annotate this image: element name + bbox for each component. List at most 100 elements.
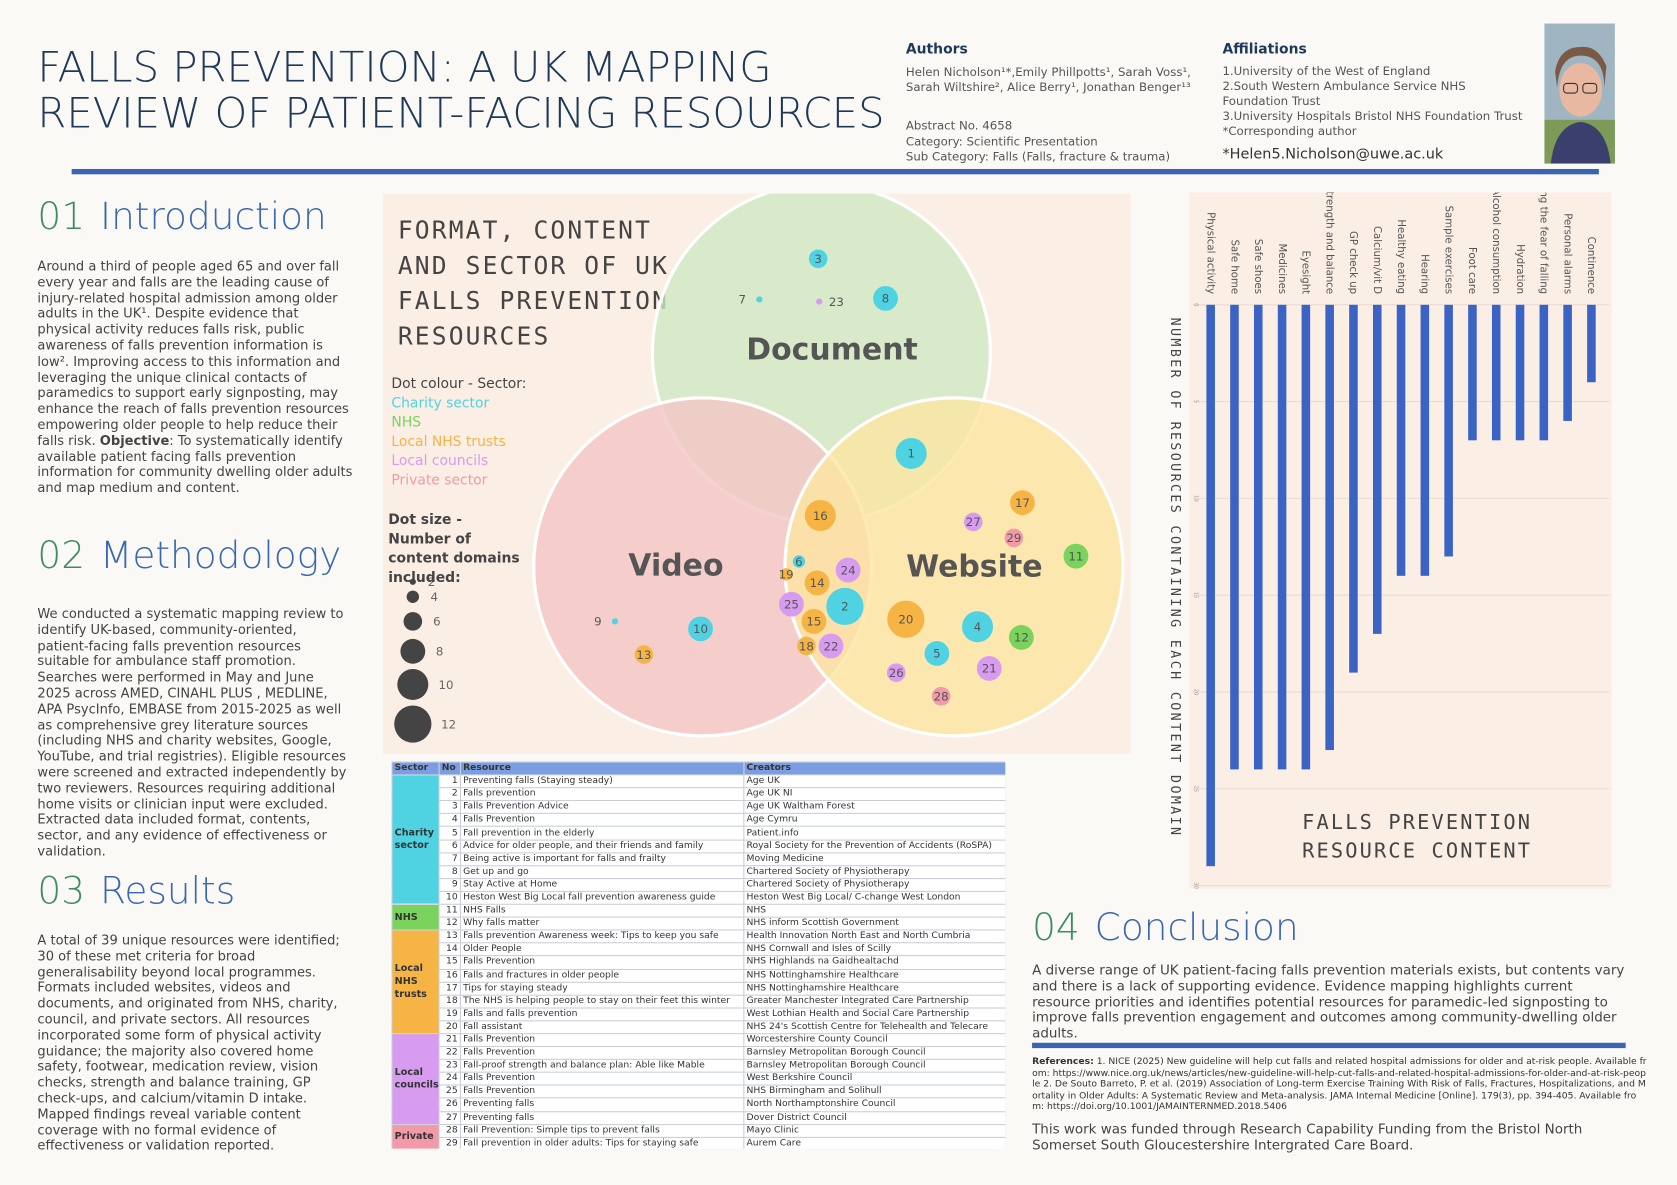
resource-dot [826,587,864,626]
affiliations-heading: Affiliations [1222,41,1307,58]
row-number: 25 [438,1084,461,1099]
creator: Royal Society for the Prevention of Acci… [743,839,1006,854]
creator: Dover District Council [743,1110,1006,1125]
size-legend-label: 10 [438,678,453,692]
conclusion-heading: 04 Conclusion [1032,906,1299,950]
legend-entry: Private sector [391,472,487,488]
dot-label: 6 [795,555,802,569]
venn-title: FORMAT, CONTENT AND SECTOR OF UK FALLS P… [397,217,670,351]
dot-label: 8 [882,292,889,306]
row-number: 11 [438,903,461,918]
resource: Falls Prevention [459,955,745,970]
intro-text: Around a third of people aged 65 and ove… [37,258,353,496]
dot-label: 5 [933,647,940,661]
size-legend-dot [406,590,420,603]
table-row: 25 Falls Prevention NHS Birmingham and Sol… [392,1084,1006,1099]
creator: Barnsley Metropolitan Borough Council [743,1046,1006,1061]
dot-label: 21 [982,662,997,676]
table-row: 2 Falls prevention Age UK NI [392,787,1006,802]
size-legend-heading: Dot size - Number of content domains inc… [388,512,520,587]
size-legend-dot [394,705,432,743]
size-legend-label: 2 [428,575,435,589]
table-row: 6 Advice for older people, and their frie… [392,839,1006,854]
set-circle [783,396,1125,738]
legend-entry: Local NHS trusts [391,434,505,450]
resource-dot [886,663,906,683]
table-header: Sector No Resource Creators [391,761,1006,776]
creator: Age UK Waltham Forest [743,800,1006,815]
abstract: Abstract No. 4658 Category: Scientific Pr… [906,119,1170,166]
resource-dot [1008,625,1034,650]
table-row: 22 Falls Prevention Barnsley Metropolitan … [392,1046,1006,1061]
resource: Advice for older people, and their frien… [459,839,745,854]
header-cell: No [438,761,461,776]
table-row: 18 The NHS is helping people to stay on t… [392,994,1006,1009]
resource-dot [976,656,1002,681]
dot-label: 26 [889,666,904,680]
authors: Helen Nicholson¹*,Emily Phillpotts¹, Sar… [905,65,1191,95]
row-number: 9 [438,877,461,892]
x-tick-label: Sample exercises [1442,206,1453,295]
resource: Falls Prevention [459,1046,745,1061]
header-rule [71,168,1599,175]
resource-dot [1004,528,1024,548]
creator: NHS Cornwall and Isles of Scilly [743,942,1006,957]
chart-title: FALLS PREVENTION RESOURCE CONTENT [1302,810,1533,864]
dot-label: 9 [594,615,601,629]
table-row: 15 Falls Prevention NHS Highlands na Gaidh… [392,955,1006,970]
bar [1563,304,1572,421]
row-number: 13 [438,929,461,944]
x-tick-label: Safe home [1228,240,1239,295]
dot-label: 27 [966,515,981,529]
bar [1444,304,1453,557]
sector-cell: NHS [391,903,440,931]
creator: NHS Birmingham and Solihull [743,1084,1006,1099]
intro-heading: 01 Introduction [37,195,327,239]
table-row: 5 Fall prevention in the elderly Patient.i… [392,826,1006,841]
resource-dot [931,686,951,706]
row-number: 18 [438,994,461,1009]
resource-dot [611,618,619,625]
bar [1349,304,1358,673]
legend-entry: Charity sector [391,395,489,411]
row-number: 20 [438,1020,461,1035]
resource: Preventing falls [459,1110,745,1125]
creator: NHS [743,903,1006,918]
bar [1301,304,1311,770]
y-tick-label: 5 [1193,400,1199,403]
resource-dot [887,600,925,638]
table-row: 26 Preventing falls North Northamptonshire… [392,1097,1006,1112]
dot-label: 13 [636,648,651,662]
dot-label: 24 [841,563,856,577]
bar [1539,304,1549,441]
table-row: 24 Falls Prevention West Berkshire Council [392,1071,1006,1086]
x-tick-label: Healthy eating [1395,219,1406,294]
dot-label: 20 [898,613,913,627]
table-row: 19 Falls and falls prevention West Lothian… [392,1007,1006,1022]
dot-label: 10 [693,622,708,636]
y-tick-label: 10 [1193,495,1199,502]
dot-label: 11 [1068,549,1083,563]
set-label: Video [628,548,723,583]
resource: Fall-proof strength and balance plan: Ab… [459,1058,745,1073]
size-legend-dot [403,612,423,631]
bar [1396,304,1406,576]
conclusion-rule [1032,1042,1626,1049]
set-label: Website [906,549,1042,584]
resource-dot [1063,543,1089,569]
set-label: Document [746,332,918,367]
resource: Falls Prevention [459,1033,745,1048]
bar [1372,304,1382,634]
resource: Stay Active at Home [459,877,745,892]
row-number: 3 [438,800,461,815]
size-legend-dot [409,578,416,585]
creator: Age UK NI [743,787,1006,802]
resource-table: Sector No Resource Creators Charity sector 1 P… [391,761,1006,1149]
dot-label: 1 [907,447,914,461]
creator: Aurem Care [743,1136,1006,1149]
resource: Being active is important for falls and … [459,852,745,867]
size-legend-label: 8 [436,645,443,659]
methods-text: We conducted a systematic mapping review… [37,606,347,859]
creator: NHS Nottinghamshire Healthcare [743,968,1006,983]
resource: Heston West Big Local fall prevention aw… [459,890,745,905]
